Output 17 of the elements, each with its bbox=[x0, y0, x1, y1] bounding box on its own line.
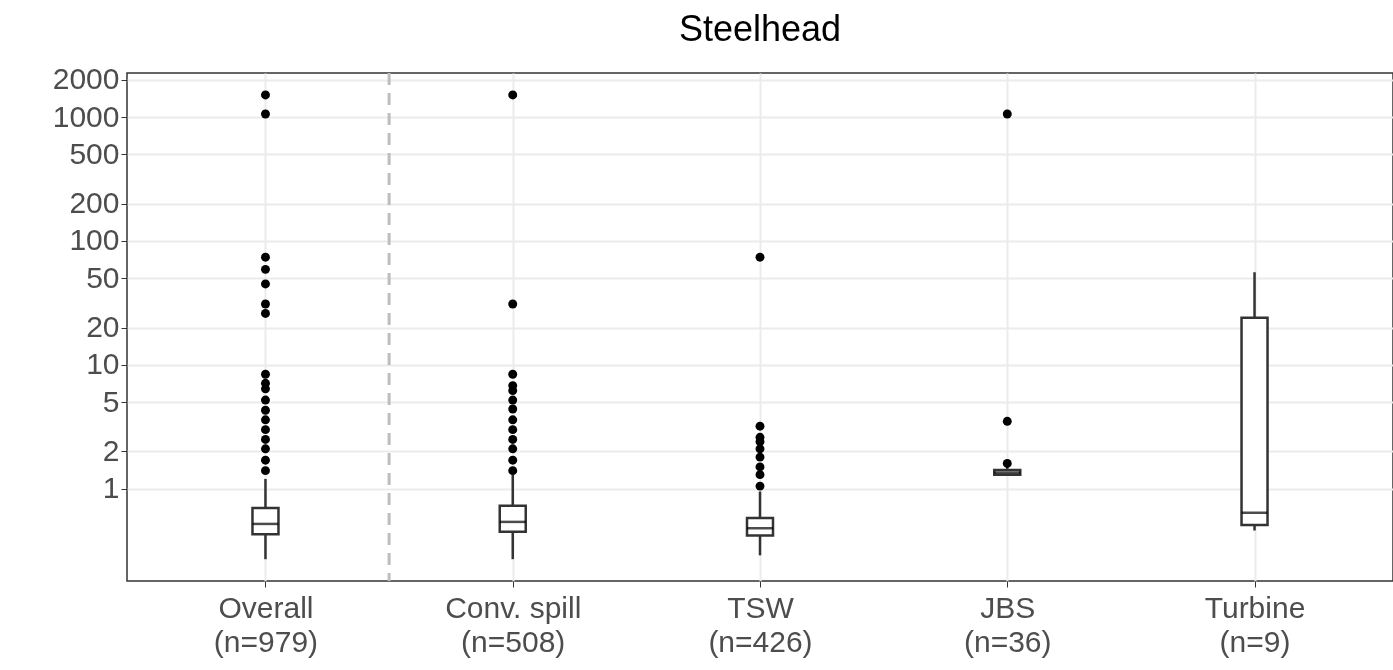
y-tick-label: 1000 bbox=[52, 99, 120, 133]
y-tick-label: 100 bbox=[69, 223, 120, 257]
y-tick-label: 500 bbox=[69, 136, 120, 170]
y-tick-label: 50 bbox=[86, 260, 120, 294]
y-tick-label: 1 bbox=[102, 471, 120, 505]
y-tick-label: 20 bbox=[86, 310, 120, 344]
x-tick-label: JBS (n=36) bbox=[963, 590, 1052, 658]
y-tick-label: 200 bbox=[69, 186, 120, 220]
y-tick-label: 2 bbox=[102, 433, 120, 467]
y-tick-label: 10 bbox=[86, 347, 120, 381]
y-tick-label: 2000 bbox=[52, 62, 120, 96]
x-tick-label: Conv. spill (n=508) bbox=[445, 590, 582, 658]
y-tick-label: 5 bbox=[102, 384, 120, 418]
x-tick-label: Overall (n=979) bbox=[213, 590, 319, 658]
x-tick-label: TSW (n=426) bbox=[708, 590, 813, 658]
chart-title: Steelhead bbox=[678, 7, 842, 49]
x-tick-label: Turbine (n=9) bbox=[1204, 590, 1306, 658]
